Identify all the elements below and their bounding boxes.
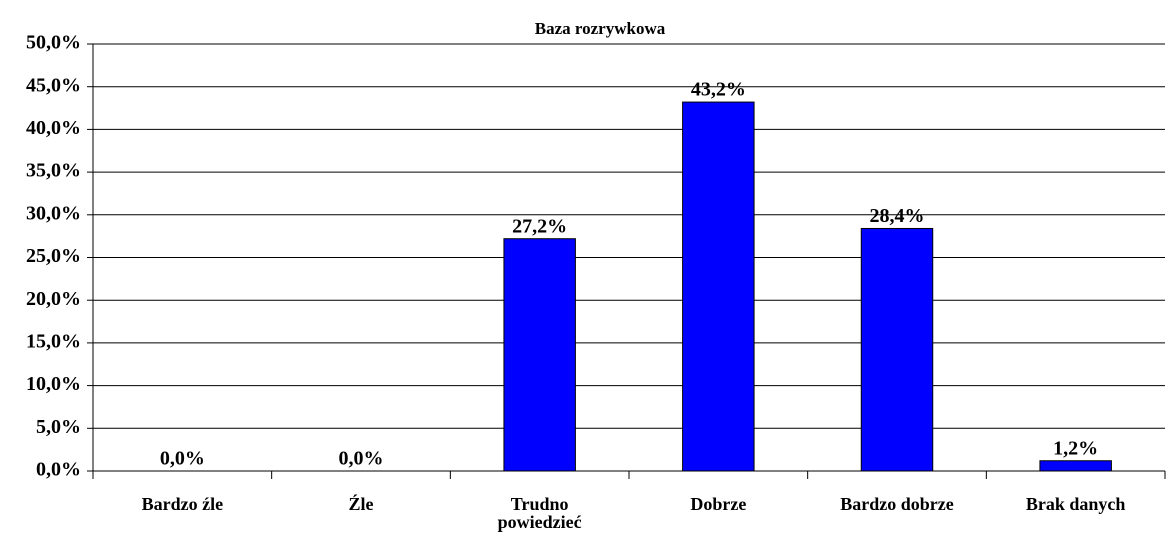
y-tick-label: 35,0% <box>26 160 81 182</box>
data-label: 28,4% <box>870 205 925 227</box>
data-label: 0,0% <box>339 448 384 470</box>
y-tick-label: 0,0% <box>36 459 81 481</box>
data-label: 1,2% <box>1053 437 1098 459</box>
bar <box>1039 460 1112 472</box>
y-tick-label: 40,0% <box>26 117 81 139</box>
x-tick-label: Źle <box>348 494 374 514</box>
y-tick-label: 50,0% <box>26 32 81 54</box>
y-tick-label: 30,0% <box>26 202 81 224</box>
chart-title: Baza rozrywkowa <box>535 19 666 38</box>
y-tick-label: 45,0% <box>26 74 81 96</box>
y-tick-label: 20,0% <box>26 288 81 310</box>
data-label: 43,2% <box>691 79 746 101</box>
x-tick-label: Bardzo dobrze <box>840 494 954 514</box>
y-tick-label: 25,0% <box>26 245 81 267</box>
y-tick-label: 10,0% <box>26 373 81 395</box>
x-tick-label: Trudno powiedzieć <box>497 494 582 532</box>
bar <box>682 101 755 472</box>
data-label: 0,0% <box>160 448 205 470</box>
x-tick-label: Bardzo źle <box>141 494 224 514</box>
y-tick-label: 5,0% <box>36 416 81 438</box>
x-tick-label: Brak danych <box>1025 494 1126 514</box>
bar <box>860 227 934 472</box>
bar <box>503 238 576 472</box>
y-tick-label: 15,0% <box>26 330 81 352</box>
x-tick-label: Dobrze <box>690 494 747 514</box>
data-label: 27,2% <box>512 215 567 237</box>
